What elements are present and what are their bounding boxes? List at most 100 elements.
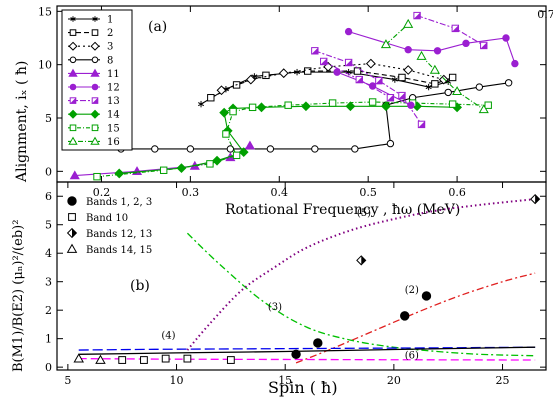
legend-a-marker: [91, 83, 99, 91]
y-tick-label: 15: [38, 5, 52, 18]
band-3-point: [216, 85, 227, 96]
data-point: [421, 291, 432, 301]
band-16-point: [478, 104, 489, 114]
y-tick-label: 5: [45, 219, 52, 232]
legend-a-label: 14: [107, 110, 120, 121]
legend-a-label: 15: [107, 123, 120, 134]
data-point: [140, 356, 148, 364]
band-14-point: [345, 101, 356, 112]
band-15-point: [368, 98, 377, 106]
band-12-point: [433, 47, 442, 55]
panel-b: 5 10 15 20 25 0 1 2 3 4 5 6 (2) (3) (4) (5) (6) (b) Spi…: [11, 181, 547, 397]
data-point: [95, 354, 106, 364]
y-tick-label: 10: [38, 59, 52, 72]
legend-a-marker: [69, 97, 77, 104]
legend-a-marker: [68, 136, 78, 145]
band-16-point: [452, 86, 463, 96]
band-2-point: [207, 94, 215, 102]
band-3-point: [245, 74, 256, 85]
extra-segment-2-point: [386, 94, 395, 102]
legend-a-marker: [69, 83, 77, 91]
legend-a-marker: [90, 136, 100, 145]
data-point: [356, 255, 367, 266]
x-tick-label: 0.4: [271, 186, 289, 199]
panel-b-frame: [56, 181, 547, 371]
band-3-point: [438, 74, 449, 85]
band-12-point: [344, 27, 353, 36]
band-2-point: [304, 67, 312, 75]
x-tick-label: 0.3: [182, 186, 200, 199]
band-8-point: [386, 139, 395, 148]
legend-a-marker: [90, 109, 100, 119]
band-15-point: [206, 160, 214, 168]
y-tick-label: 6: [45, 190, 52, 203]
band-11-point: [244, 140, 255, 150]
legend-b-label: Bands 1, 2, 3: [86, 197, 152, 208]
x-tick-label: 5: [64, 374, 71, 387]
legend-a-label: 2: [107, 28, 113, 39]
band-11-point: [69, 170, 80, 180]
curve-reference: [78, 346, 536, 355]
legend-a-marker: [91, 97, 99, 104]
band-15-point: [248, 103, 257, 112]
band-8-point: [186, 145, 195, 153]
legend-b-marker: [68, 213, 76, 221]
curve-6: [78, 357, 536, 361]
band-2-point: [353, 67, 362, 75]
curve-label: (4): [161, 331, 175, 342]
x-tick-label: 15: [278, 374, 292, 387]
legend-a-marker: [90, 41, 100, 51]
legend-a-label: 16: [107, 137, 120, 148]
legend-b-label: Band 10: [86, 213, 128, 224]
extra-segment-0-line: [416, 15, 485, 46]
legend-a-label: 1: [107, 15, 113, 26]
extra-segment-1-point: [407, 101, 415, 109]
legend-b-label: Bands 12, 13: [86, 229, 152, 240]
band-8-point: [151, 145, 159, 153]
data-point: [400, 311, 410, 321]
band-8-point: [475, 83, 484, 91]
band-12-point: [511, 59, 519, 68]
panel-a-label: (a): [148, 19, 167, 35]
band-15-point: [232, 151, 241, 160]
band-14-point: [114, 168, 125, 179]
band-15-point: [284, 101, 292, 109]
legend-a-marker: [69, 29, 77, 36]
band-8-point: [504, 79, 513, 87]
legend-a-marker: [69, 56, 77, 64]
extra-segment-0-point: [480, 41, 488, 50]
data-point: [313, 338, 323, 348]
x-tick-label: 0.7: [537, 8, 553, 21]
band-8-point: [351, 145, 359, 153]
band-16-point: [429, 64, 440, 74]
data-point: [226, 356, 235, 364]
x-tick-label: 25: [496, 374, 510, 387]
band-2-point: [431, 80, 439, 88]
band-15-point: [229, 107, 237, 116]
x-tick-label: 0.5: [359, 186, 377, 199]
band-8-point: [226, 145, 235, 153]
band-14-point: [238, 147, 249, 158]
band-13-point: [375, 76, 383, 85]
band-1-line: [200, 71, 449, 105]
y-tick-label: 2: [45, 304, 52, 317]
band-13-point: [417, 120, 426, 129]
legend-a-marker: [68, 68, 78, 77]
legend-a-label: 12: [107, 83, 120, 94]
curve-label: (3): [268, 302, 282, 313]
legend-a-marker: [70, 16, 76, 22]
band-1-point: [198, 100, 205, 108]
panel-a-xlabel: Rotational Frequency , ħω (MeV): [225, 202, 460, 218]
x-tick-label: 10: [170, 374, 184, 387]
band-14-point: [219, 107, 230, 118]
x-tick-label: 0.6: [448, 186, 466, 199]
legend-b-marker: [67, 196, 77, 206]
extra-segment-1-point: [333, 68, 341, 76]
data-point: [118, 356, 127, 364]
x-tick-label: 0.2: [93, 186, 111, 199]
band-1-point: [425, 83, 432, 91]
legend-b-label: Bands 14, 15: [86, 245, 152, 256]
legend-a-marker: [68, 109, 78, 119]
band-12-point: [404, 46, 412, 54]
legend-a-marker: [92, 16, 98, 22]
